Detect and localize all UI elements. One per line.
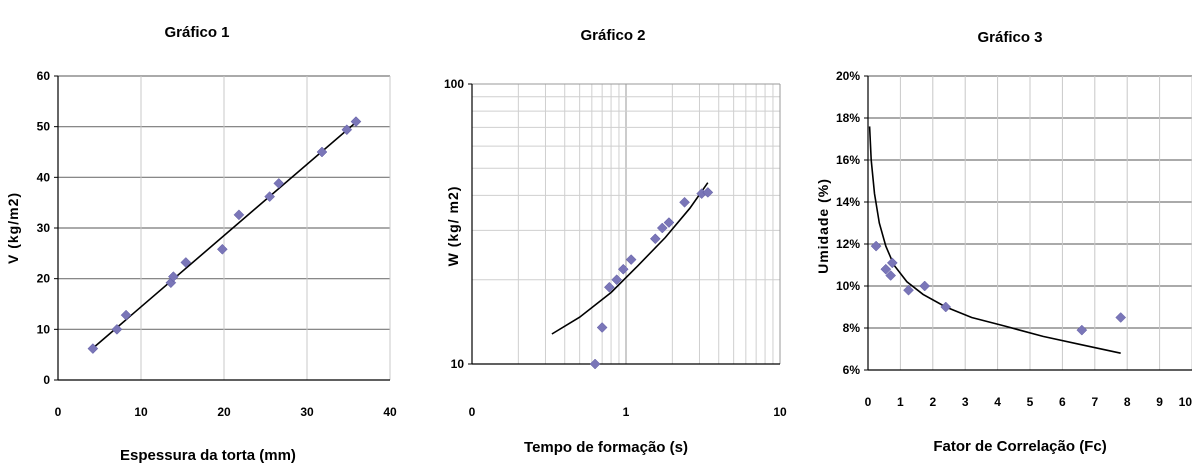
y-axis-label: W (kg/ m2) (445, 186, 461, 267)
data-point (87, 343, 99, 354)
x-tick-label: 30 (300, 405, 314, 419)
y-tick-label: 14% (836, 195, 860, 209)
x-tick-label: 9 (1156, 395, 1163, 409)
data-point (596, 322, 608, 333)
chart-1: Gráfico 1 0 10 20 30 40 50 60 0 10 20 30 40 Espessura… (5, 24, 397, 464)
data-point (880, 263, 892, 275)
y-tick-label: 40 (37, 170, 51, 184)
data-point (702, 187, 714, 198)
x-tick-label: 4 (994, 395, 1001, 409)
data-point (940, 301, 952, 313)
data-point (604, 281, 615, 293)
x-tick-label: 3 (962, 395, 969, 409)
y-tick-label: 30 (37, 221, 51, 235)
y-tick-label: 16% (836, 153, 860, 167)
y-tick-label: 0 (43, 373, 50, 387)
x-tick-label: 6 (1059, 395, 1066, 409)
x-axis-label: Tempo de formação (s) (524, 439, 688, 456)
y-tick-label: 10 (37, 322, 51, 336)
trendline (90, 120, 358, 351)
data-point (589, 358, 601, 370)
data-point (180, 257, 192, 268)
x-axis-label: Espessura da torta (mm) (120, 447, 296, 464)
x-tick-label: 5 (1027, 395, 1034, 409)
x-tick-label: 40 (383, 405, 397, 419)
y-tick-label: 18% (836, 111, 860, 125)
data-point (663, 217, 675, 228)
y-tick-label: 6% (843, 363, 861, 377)
data-point (919, 280, 931, 292)
data-point (617, 263, 629, 275)
y-tick-label: 10 (451, 357, 465, 371)
chart-title: Gráfico 1 (164, 24, 229, 41)
x-tick-label: 7 (1091, 395, 1098, 409)
data-point (120, 309, 132, 321)
chart-title: Gráfico 3 (977, 29, 1042, 46)
x-tick-label: 1 (897, 395, 904, 409)
x-tick-label: 2 (929, 395, 936, 409)
x-tick-label: 20 (217, 405, 231, 419)
data-point (649, 233, 661, 245)
data-point (233, 209, 245, 221)
data-point (679, 196, 690, 208)
data-point (264, 191, 276, 202)
data-point (656, 222, 668, 234)
y-tick-label: 8% (843, 321, 861, 335)
y-tick-label: 20 (37, 272, 51, 286)
data-point (625, 254, 637, 265)
x-tick-label: 10 (134, 405, 148, 419)
x-tick-label: 0 (865, 395, 872, 409)
data-point (273, 178, 285, 189)
x-tick-label: 1 (623, 405, 630, 419)
y-tick-label: 20% (836, 69, 860, 83)
data-point (111, 323, 123, 335)
trendline (551, 182, 709, 335)
data-point (1115, 312, 1127, 323)
data-point (316, 146, 328, 158)
x-tick-label: 10 (1179, 395, 1192, 409)
y-axis-label: V (kg/m2) (5, 192, 21, 264)
data-point (1076, 324, 1088, 336)
data-point (903, 284, 914, 296)
chart-title: Gráfico 2 (580, 27, 645, 44)
x-tick-label: 10 (773, 405, 787, 419)
chart-3: Gráfico 3 6% 8% 10% 12% 14% 16% 18% 20% 0 1 2 3 4 5 6 7 8… (815, 29, 1192, 455)
x-tick-label: 0 (55, 405, 62, 419)
data-point (885, 270, 897, 281)
y-axis-label: Umidade (%) (815, 178, 831, 274)
y-tick-label: 12% (836, 237, 860, 251)
chart-2: Gráfico 2 10 100 0 1 10 Tempo de formação (s) W… (444, 27, 787, 456)
y-tick-label: 10% (836, 279, 860, 293)
y-tick-label: 60 (37, 69, 51, 83)
y-tick-label: 100 (444, 77, 464, 91)
x-axis-label: Fator de Correlação (Fc) (933, 438, 1106, 455)
x-tick-label: 0 (469, 405, 476, 419)
data-point (870, 240, 882, 252)
data-point (611, 274, 623, 286)
data-point (168, 271, 179, 282)
y-tick-label: 50 (37, 120, 51, 134)
data-point (341, 124, 353, 136)
trendline (868, 126, 1121, 354)
data-point (886, 257, 898, 269)
data-point (350, 116, 362, 127)
data-point (216, 243, 228, 255)
x-tick-label: 8 (1124, 395, 1131, 409)
